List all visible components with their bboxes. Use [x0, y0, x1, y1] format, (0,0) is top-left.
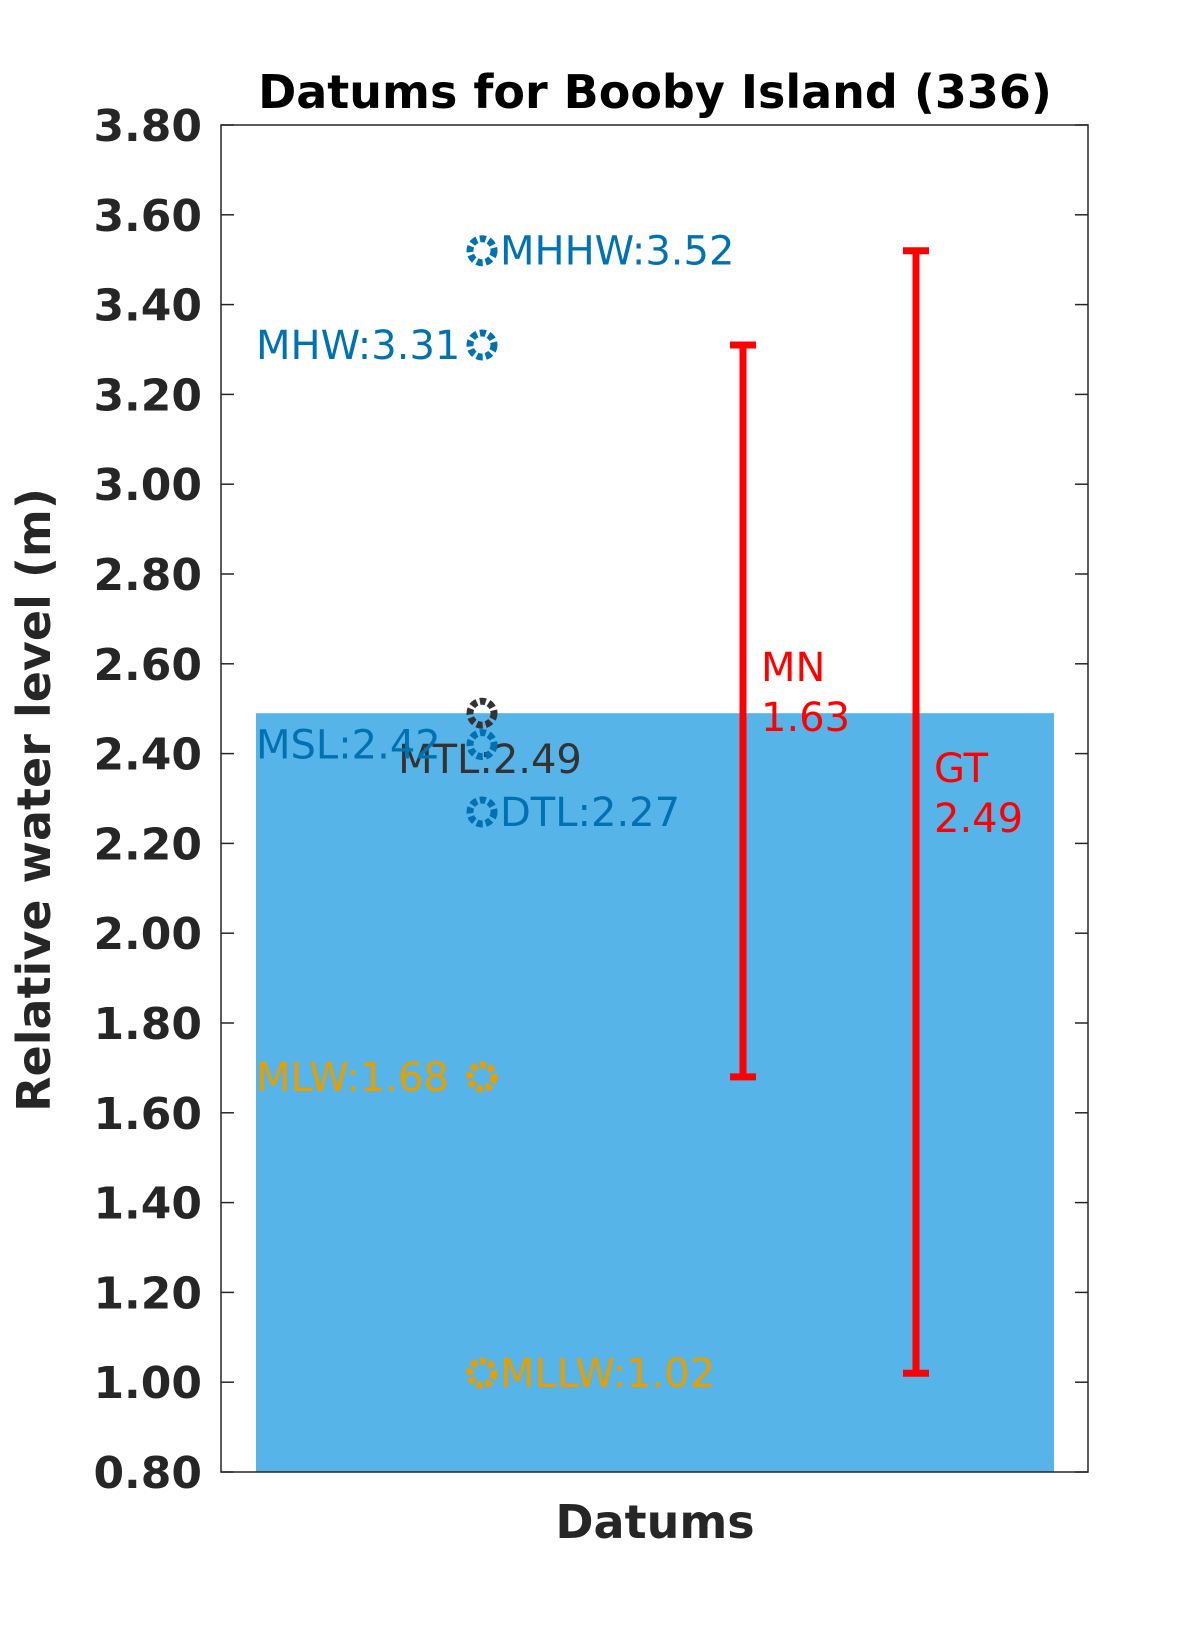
chart-title: Datums for Booby Island (336)	[258, 65, 1052, 119]
y-tick-label: 2.40	[93, 730, 202, 781]
y-tick-label: 3.00	[93, 460, 202, 511]
datum-marker	[466, 235, 498, 267]
y-tick-label: 1.20	[93, 1268, 202, 1319]
datum-marker	[466, 796, 498, 828]
datum-marker	[466, 329, 498, 361]
datum-mhw: MHW:3.31	[256, 323, 498, 369]
datum-mhhw: MHHW:3.52	[466, 229, 734, 275]
datum-marker	[466, 697, 498, 729]
y-tick-label: 3.60	[93, 191, 202, 242]
datum-marker	[466, 729, 498, 761]
y-tick-label: 1.80	[93, 999, 202, 1050]
y-tick-label: 2.00	[93, 909, 202, 960]
datum-msl: MSL:2.42	[256, 723, 498, 769]
x-axis-label: Datums	[555, 1495, 754, 1549]
datum-label: MTL:2.49	[398, 737, 582, 783]
datum-marker	[466, 1357, 498, 1389]
range-name-label: GT	[934, 746, 989, 792]
y-tick-label: 1.00	[93, 1358, 202, 1409]
datum-label: DTL:2.27	[500, 790, 680, 836]
range-mn: MN1.63	[730, 341, 850, 1081]
y-tick-label: 1.40	[93, 1179, 202, 1230]
y-tick-label: 3.40	[93, 281, 202, 332]
range-gt: GT2.49	[903, 247, 1023, 1377]
plot-frame	[220, 124, 1089, 1473]
datum-mlw: MLW:1.68	[256, 1055, 498, 1101]
y-axis-label: Relative water level (m)	[7, 488, 61, 1112]
datum-label: MHHW:3.52	[500, 229, 734, 275]
y-tick-label: 2.60	[93, 640, 202, 691]
datum-mtl: MTL:2.49	[398, 697, 582, 783]
y-tick-label: 1.60	[93, 1089, 202, 1140]
datum-marker	[466, 1061, 498, 1093]
range-value-label: 2.49	[934, 796, 1023, 842]
datum-dtl: DTL:2.27	[466, 790, 680, 836]
range-value-label: 1.63	[761, 695, 850, 741]
y-tick-label: 3.20	[93, 370, 202, 421]
y-tick-label: 2.20	[93, 819, 202, 870]
datum-label: MSL:2.42	[256, 723, 441, 769]
y-tick-label: 0.80	[93, 1448, 202, 1499]
datum-label: MLW:1.68	[256, 1055, 449, 1101]
mtl-bar	[256, 713, 1054, 1472]
range-bars: MN1.63 GT2.49	[730, 247, 1023, 1377]
y-tick-label: 2.80	[93, 550, 202, 601]
y-tick-label: 3.80	[93, 101, 202, 152]
y-axis-ticks: 0.80 1.00 1.20 1.40 1.60 1.80 2.00 2.20 2.40 2.60…	[93, 101, 1088, 1499]
bar-layer	[256, 713, 1054, 1472]
range-name-label: MN	[761, 645, 825, 691]
datum-mllw: MLLW:1.02	[466, 1351, 715, 1397]
datum-label: MLLW:1.02	[500, 1351, 715, 1397]
datum-label: MHW:3.31	[256, 323, 460, 369]
